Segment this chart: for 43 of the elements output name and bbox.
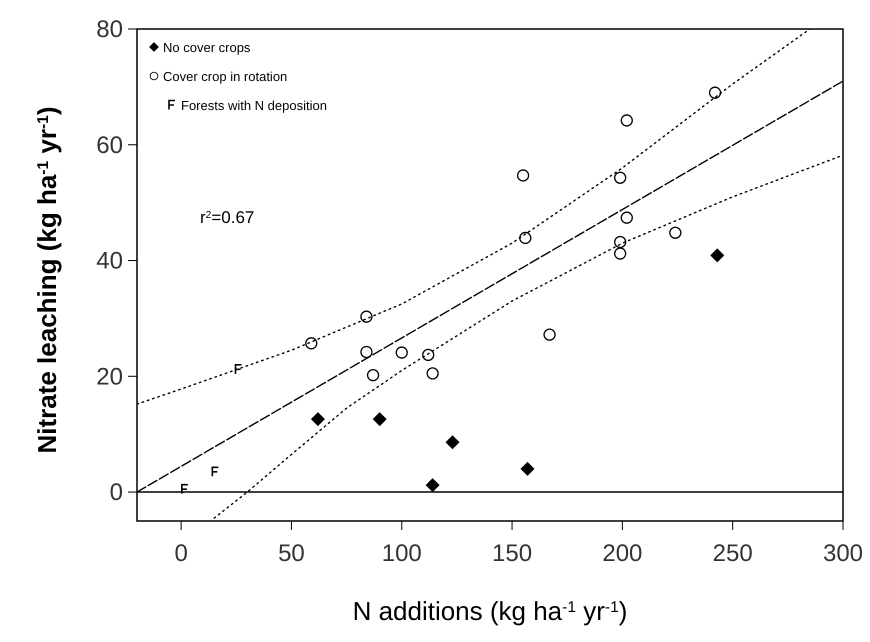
point	[212, 466, 220, 478]
point	[426, 367, 439, 380]
point	[426, 478, 440, 492]
x-tick-label: 150	[492, 540, 532, 567]
legend-label: No cover crops	[163, 40, 251, 55]
point	[614, 247, 626, 260]
point	[669, 226, 682, 239]
point	[396, 346, 408, 359]
point	[519, 232, 532, 244]
annotation: r$^{2}$=0.67	[200, 208, 254, 227]
point	[422, 348, 434, 362]
point	[520, 462, 535, 476]
point	[445, 435, 460, 450]
y-tick-label: 0	[110, 479, 123, 506]
point	[305, 337, 318, 350]
legend-label: Cover crop in rotation	[163, 69, 288, 84]
point	[620, 114, 633, 127]
point	[614, 236, 626, 248]
point	[372, 412, 387, 426]
point	[516, 169, 530, 182]
y-tick-label: 80	[96, 16, 123, 43]
x-tick-label: 0	[174, 540, 188, 567]
point	[620, 212, 633, 224]
point	[360, 310, 373, 323]
point	[234, 364, 242, 375]
point	[310, 412, 325, 426]
y-tick-label: 60	[96, 132, 123, 159]
x-tick-label: 300	[822, 540, 864, 567]
point	[708, 86, 722, 99]
point	[181, 484, 189, 494]
legend-label: Forests with N deposition	[181, 98, 327, 113]
point	[710, 248, 724, 262]
x-tick-label: 100	[382, 540, 422, 567]
point	[543, 328, 556, 341]
point	[360, 346, 373, 358]
x-tick-label: 50	[278, 540, 305, 567]
x-axis-title: N additions (kg ha$^{-1}$ yr$^{-1}$)	[352, 596, 628, 626]
point	[366, 368, 380, 382]
y-tick-label: 40	[96, 248, 123, 275]
x-tick-label: 200	[602, 540, 642, 567]
x-tick-label: 250	[712, 540, 753, 567]
y-tick-label: 20	[96, 363, 123, 390]
point	[614, 172, 626, 184]
